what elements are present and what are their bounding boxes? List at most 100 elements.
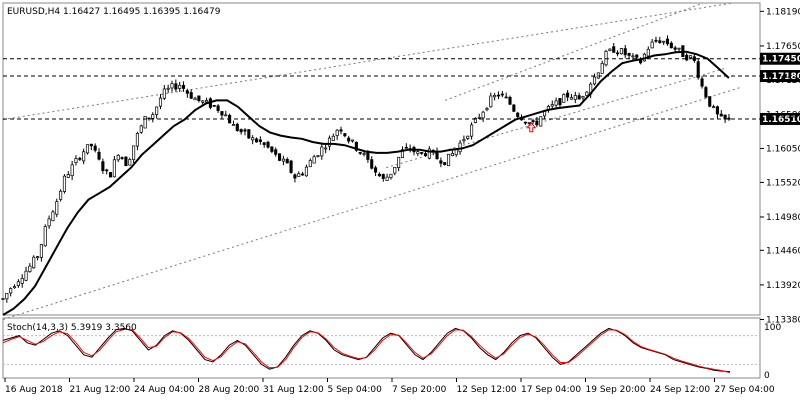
candle [523, 121, 527, 125]
candle [70, 160, 74, 180]
candle [623, 44, 627, 59]
candle [327, 135, 332, 151]
candle [489, 92, 493, 108]
candle [135, 131, 139, 151]
candle [20, 274, 24, 288]
candle [393, 167, 397, 176]
candle [712, 104, 716, 109]
candle [55, 198, 59, 218]
chart-symbol: EURUSD,H4 [7, 7, 60, 17]
candle [566, 90, 570, 102]
candle [278, 153, 282, 162]
stoch-tick-label: 100 [764, 323, 781, 333]
candle [297, 171, 301, 177]
main-pane-frame [2, 2, 761, 316]
channel-upper-line [2, 2, 733, 121]
candle [669, 41, 673, 49]
y-tick-label: 1.17650 [766, 42, 800, 52]
chart-ohlc: 1.16427 1.16495 1.16395 1.16479 [63, 7, 221, 17]
candle [36, 255, 40, 261]
candle [481, 110, 485, 123]
candle [124, 156, 128, 167]
candle [285, 157, 289, 164]
candles [1, 35, 731, 303]
candle [220, 111, 224, 119]
candle [374, 165, 378, 177]
candle [85, 144, 90, 155]
y-axis-ticks: 1.18190 1.17650 1.17120 1.16580 1.16050 1.155… [760, 7, 800, 325]
candle [450, 150, 454, 157]
candle [289, 159, 293, 174]
buy-arrow-icon [526, 122, 537, 133]
candle [12, 284, 17, 289]
candle [258, 136, 262, 145]
candle [331, 133, 335, 141]
candle [692, 54, 696, 63]
up-arrow-icon [526, 122, 537, 133]
stoch-main-line [2, 327, 731, 373]
x-tick-label: 19 Sep 20:00 [586, 385, 646, 395]
y-tick-label: 1.18190 [766, 7, 800, 17]
candle [24, 266, 28, 282]
candle [262, 142, 266, 148]
stoch-label: Stoch(14,3,3) 5.3919 3.3560 [7, 323, 137, 333]
level-tag-label: 1.16510 [762, 115, 800, 125]
channel-lower-line [2, 87, 741, 320]
candle [274, 147, 278, 157]
candle [170, 80, 174, 92]
candle [573, 91, 577, 104]
candle [308, 158, 312, 168]
candle [174, 79, 178, 92]
candle [577, 92, 581, 100]
candle [339, 126, 343, 135]
candle [320, 142, 324, 160]
candle [550, 100, 554, 110]
candle [531, 118, 535, 124]
channel-lines [2, 2, 741, 320]
candle [266, 140, 270, 149]
candle [397, 156, 401, 172]
candle [362, 151, 366, 157]
candle [335, 128, 339, 140]
y-tick-label: 1.16050 [766, 144, 800, 154]
candle [43, 224, 47, 247]
x-tick-label: 16 Aug 2018 [5, 385, 63, 395]
candle [112, 156, 116, 178]
candle [155, 106, 159, 119]
candle [82, 148, 86, 165]
candle [324, 144, 328, 154]
candle [147, 117, 151, 121]
candle [458, 139, 462, 155]
candle [66, 171, 70, 178]
candle [539, 116, 543, 127]
y-tick-label: 1.15520 [766, 178, 800, 188]
candle [235, 122, 239, 132]
candle [423, 151, 428, 157]
candle [343, 132, 347, 138]
candle [151, 112, 155, 123]
candle [304, 164, 308, 177]
candle [500, 90, 504, 98]
stoch-pane-frame [2, 317, 761, 379]
candle [231, 120, 236, 126]
candle [662, 40, 666, 46]
candle [158, 93, 163, 110]
candle [350, 139, 355, 143]
candle [704, 85, 708, 99]
candle [404, 143, 408, 149]
candle [139, 124, 143, 134]
candle [400, 146, 405, 158]
candle [443, 162, 447, 166]
candle [97, 148, 101, 161]
candle [185, 88, 189, 98]
candle [627, 52, 631, 59]
candle [358, 151, 362, 155]
x-tick-label: 17 Sep 04:00 [521, 385, 581, 395]
candle [28, 263, 32, 273]
candle [178, 81, 182, 92]
level-tag [760, 112, 800, 125]
candle [16, 279, 20, 288]
candle [619, 47, 623, 55]
candle [197, 95, 201, 103]
